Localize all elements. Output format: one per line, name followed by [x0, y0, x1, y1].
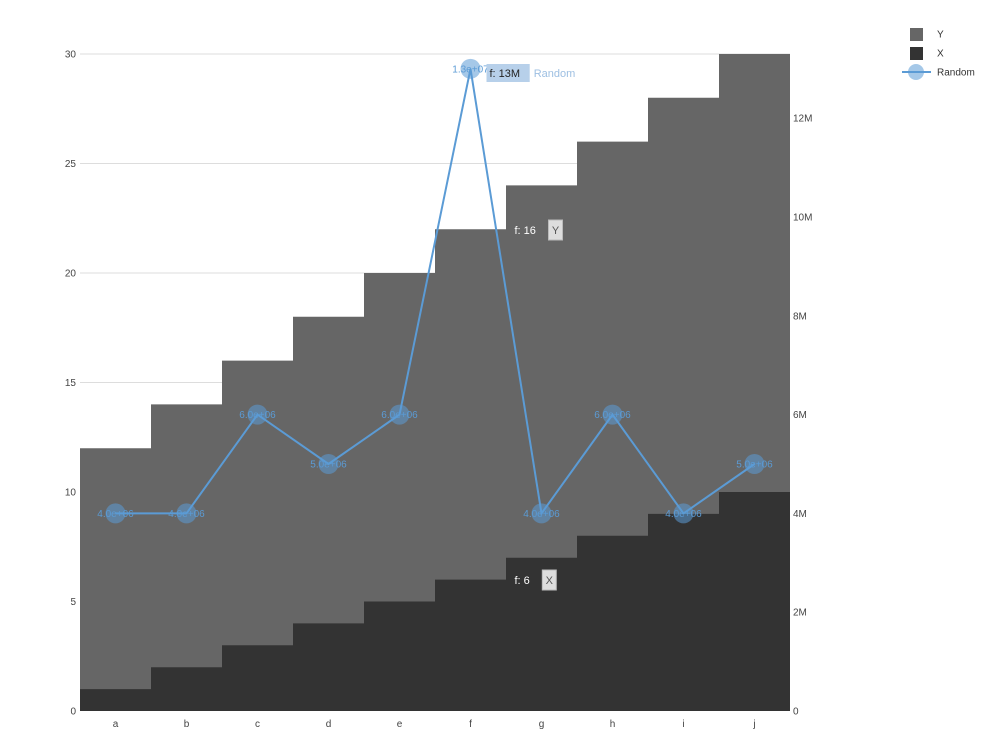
data-point [602, 404, 623, 425]
data-label: 1.3e+07 [452, 64, 489, 75]
data-point [176, 503, 197, 524]
y-right-tick-label: 2M [793, 608, 807, 619]
y-right-tick-label: 4M [793, 509, 807, 520]
tooltips: f: 13M Random f: 16 Yf: 6 X [486, 64, 576, 591]
legend-label: X [937, 49, 944, 60]
tooltip-box [486, 64, 530, 82]
y-left-tick-label: 20 [65, 269, 77, 280]
legend-label: Random [937, 68, 975, 79]
x-tick-label: a [113, 719, 119, 730]
data-label: 6.0e+06 [239, 410, 276, 421]
tooltip-value: f: 16 [515, 225, 536, 237]
line-series-random [115, 68, 756, 516]
data-label: 4.0e+06 [665, 509, 702, 520]
data-label: 4.0e+06 [97, 509, 134, 520]
tooltip-series: Random [534, 68, 576, 80]
tooltip-value: f: 6 [515, 575, 530, 587]
data-label: 6.0e+06 [381, 410, 418, 421]
y-right-tick-label: 12M [793, 114, 812, 125]
x-tick-label: h [610, 719, 616, 730]
data-label: 4.0e+06 [523, 509, 560, 520]
data-point [105, 503, 126, 524]
axes: 0 5 10 15 20 25 30 0 2M 4M 6M 8M 10M 12M a b c d e f g h i j [65, 50, 813, 731]
data-point [389, 404, 410, 425]
legend-label: Y [937, 30, 944, 41]
tooltip-series: X [546, 575, 554, 587]
data-point [744, 454, 765, 475]
y-left-tick-label: 30 [65, 50, 77, 61]
x-tick-label: j [752, 719, 755, 730]
x-tick-label: c [255, 719, 260, 730]
y-left-tick-label: 25 [65, 159, 77, 170]
data-label: 5.0e+06 [310, 460, 347, 471]
line-series: 4.0e+06 4.0e+06 6.0e+06 5.0e+06 6.0e+06 1.3e+… [97, 58, 773, 524]
x-tick-label: b [184, 719, 190, 730]
data-point [531, 503, 552, 524]
y-left-tick-label: 5 [70, 597, 76, 608]
x-tick-label: d [326, 719, 332, 730]
y-left-tick-label: 0 [70, 707, 76, 718]
y-right-tick-label: 8M [793, 311, 807, 322]
x-tick-label: f [469, 719, 472, 730]
y-left-tick-label: 10 [65, 488, 77, 499]
legend-swatch-y [910, 28, 923, 41]
data-label: 4.0e+06 [168, 509, 205, 520]
x-tick-label: i [682, 719, 684, 730]
x-tick-label: e [397, 719, 403, 730]
data-point [673, 503, 694, 524]
legend-swatch-x [910, 47, 923, 60]
tooltip-series: Y [552, 225, 560, 237]
x-tick-label: g [539, 719, 545, 730]
data-label: 5.0e+06 [736, 460, 773, 471]
y-right-tick-label: 10M [793, 213, 812, 224]
y-right-tick-label: 6M [793, 410, 807, 421]
tooltip-box [548, 219, 563, 241]
legend[interactable]: YX Random [902, 28, 975, 80]
data-point [247, 404, 268, 425]
data-point [318, 454, 339, 475]
tooltip-value: f: 13M [490, 68, 521, 80]
y-right-tick-label: 0 [793, 707, 799, 718]
legend-marker-random [908, 64, 924, 80]
y-left-tick-label: 15 [65, 378, 77, 389]
data-label: 6.0e+06 [594, 410, 631, 421]
data-point [460, 58, 481, 79]
tooltip-box [541, 569, 557, 591]
area-series [80, 54, 790, 711]
area-series-x [80, 492, 790, 711]
